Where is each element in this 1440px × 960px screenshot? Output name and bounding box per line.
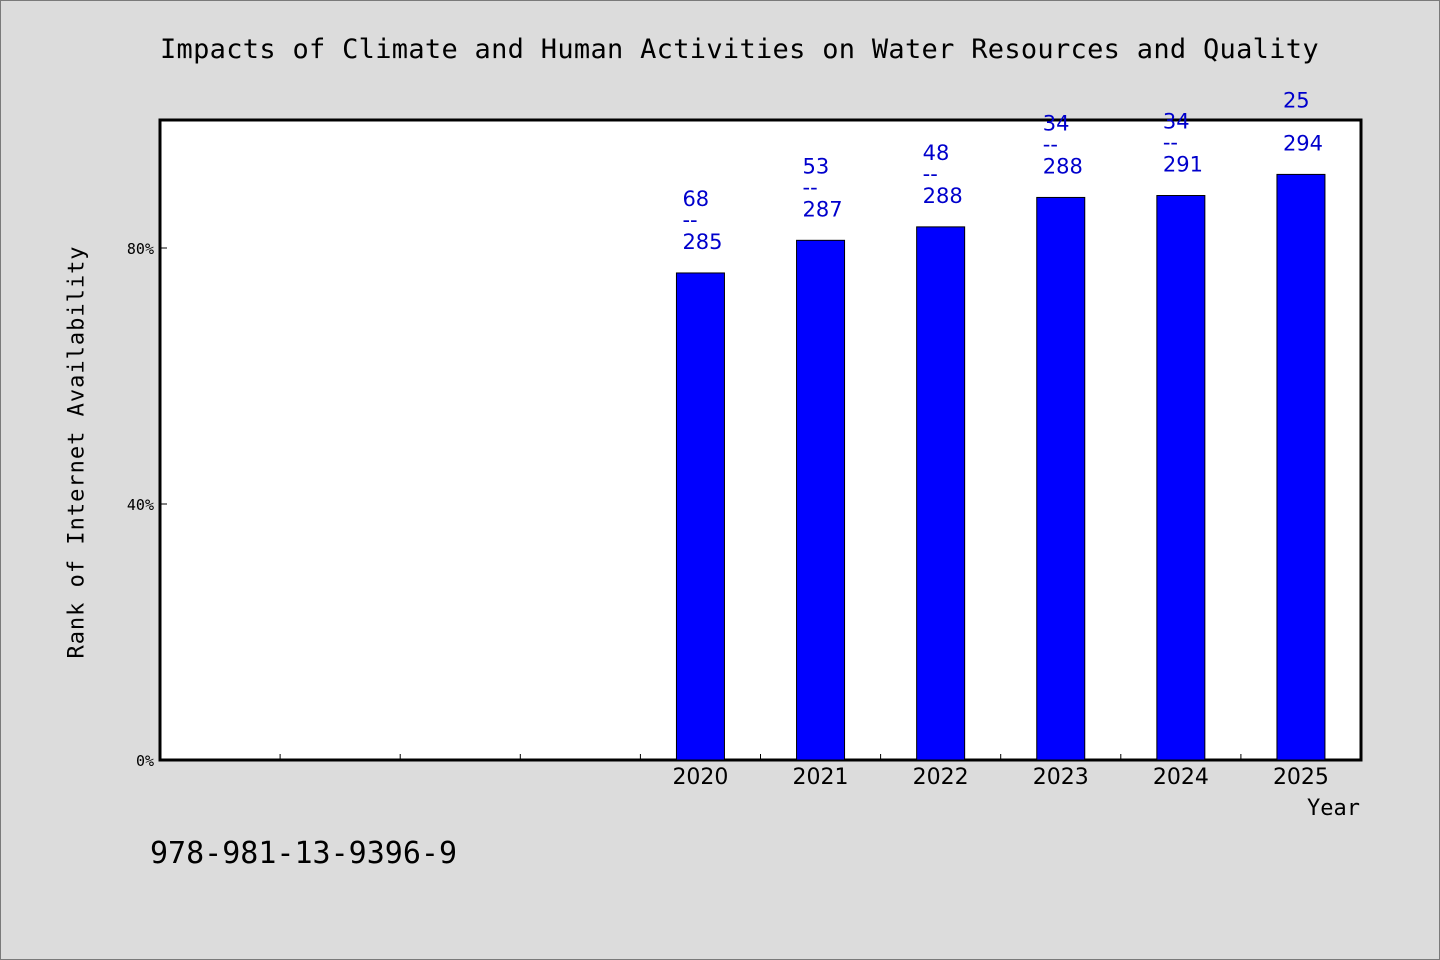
isbn-text: 978-981-13-9396-9 xyxy=(150,836,458,871)
x-tick-label: 2022 xyxy=(913,765,969,790)
bar xyxy=(675,272,725,761)
bar-total-label: 285 xyxy=(682,230,722,254)
bar-rank-label: 25 xyxy=(1283,88,1310,112)
bar xyxy=(1036,196,1086,761)
bar-rank-label: 34 xyxy=(1043,111,1070,135)
bar-total-label: 291 xyxy=(1163,153,1203,177)
x-tick-label: 2024 xyxy=(1153,765,1209,790)
bar-total-label: 288 xyxy=(1043,154,1083,178)
bar-total-label: 288 xyxy=(923,184,963,208)
x-tick-label: 2025 xyxy=(1273,765,1329,790)
bar xyxy=(1156,195,1206,761)
bar-label-separator: -- xyxy=(682,208,697,232)
bar-rank-label: 34 xyxy=(1163,110,1190,134)
x-tick-label: 2023 xyxy=(1033,765,1089,790)
bar-label-separator: -- xyxy=(1163,131,1178,155)
y-tick-label: 80% xyxy=(127,240,154,258)
bar-rank-label: 68 xyxy=(682,187,709,211)
x-axis-label: Year xyxy=(1307,796,1360,821)
x-tick-label: 2020 xyxy=(672,765,728,790)
bar-rank-label: 48 xyxy=(923,141,950,165)
bar-label-separator: -- xyxy=(923,162,938,186)
bar-total-label: 287 xyxy=(803,197,843,221)
y-tick-label: 40% xyxy=(127,496,154,514)
bar xyxy=(1276,173,1326,761)
bar-label-separator: -- xyxy=(1043,132,1058,156)
y-tick-label: 0% xyxy=(136,752,154,770)
bar-label-separator: -- xyxy=(803,175,818,199)
bar xyxy=(796,239,846,761)
x-tick-label: 2021 xyxy=(793,765,849,790)
chart-title: Impacts of Climate and Human Activities … xyxy=(160,34,1319,65)
bar xyxy=(916,226,966,761)
bar-rank-label: 53 xyxy=(803,154,830,178)
bar-total-label: 294 xyxy=(1283,131,1323,155)
